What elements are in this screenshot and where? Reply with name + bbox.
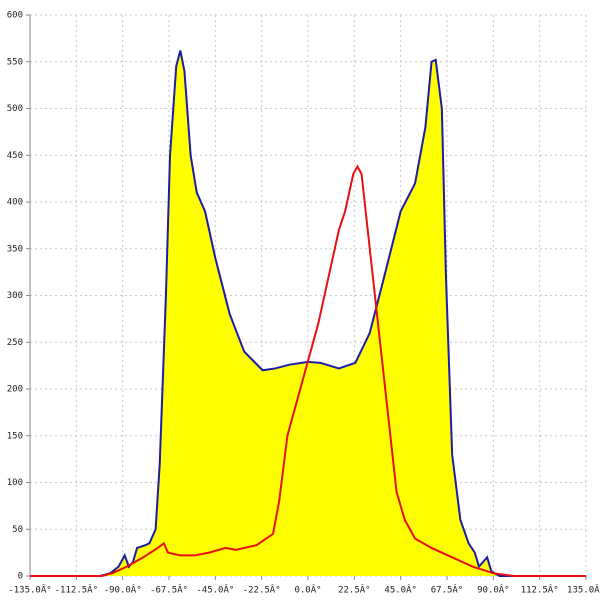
y-tick-label: 150 (7, 431, 23, 441)
x-tick-label: 135.0Â° (567, 584, 600, 596)
y-tick-label: 600 (7, 11, 23, 21)
y-tick-label: 450 (7, 151, 23, 161)
y-tick-label: 200 (7, 385, 23, 395)
y-tick-label: 100 (7, 478, 23, 488)
area-fill (100, 50, 514, 576)
y-tick-label: 350 (7, 244, 23, 254)
x-tick-label: -135.0Â° (8, 584, 51, 596)
x-tick-label: -90.0Â° (104, 584, 142, 596)
y-tick-label: 400 (7, 198, 23, 208)
area-line (99, 50, 514, 577)
x-tick-label: 0.0Â° (294, 584, 321, 596)
y-tick-label: 250 (7, 338, 23, 348)
x-tick-label: 67.5Â° (431, 584, 464, 596)
x-tick-label: -22.5Â° (243, 584, 281, 596)
x-tick-label: -45.0Â° (196, 584, 234, 596)
x-tick-label: -67.5Â° (150, 584, 188, 596)
x-tick-label: 90.0Â° (477, 584, 510, 596)
x-tick-label: -112.5Â° (55, 584, 98, 596)
y-tick-label: 50 (12, 525, 23, 535)
y-tick-label: 500 (7, 104, 23, 114)
x-tick-label: 45.0Â° (384, 584, 417, 596)
x-tick-label: 22.5Â° (338, 584, 371, 596)
y-tick-label: 300 (7, 291, 23, 301)
x-tick-label: 112.5Â° (521, 584, 559, 596)
y-tick-label: 0 (18, 572, 23, 582)
y-tick-label: 550 (7, 57, 23, 67)
line (30, 164, 586, 577)
